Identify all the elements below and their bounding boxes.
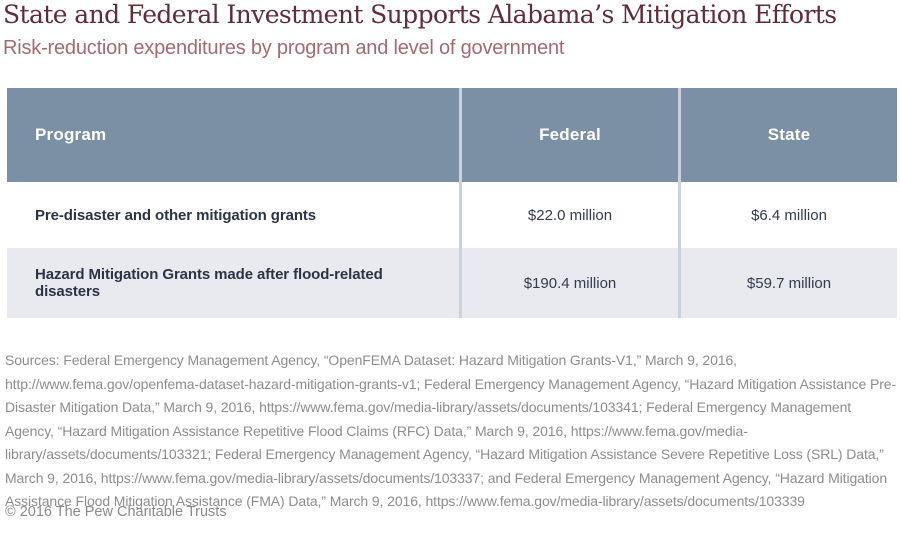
state-amount: $59.7 million: [746, 274, 832, 292]
federal-amount: $22.0 million: [527, 206, 613, 224]
column-header-program: Program: [7, 88, 459, 182]
table-row-2-state-cell: $59.7 million: [681, 248, 897, 318]
table-row-2-federal-cell: $190.4 million: [462, 248, 678, 318]
table-row-2-program-cell: Hazard Mitigation Grants made after floo…: [7, 248, 459, 318]
program-name: Pre-disaster and other mitigation grants: [35, 206, 317, 224]
expenditures-table: Program Federal State Pre-disaster and o…: [7, 88, 897, 318]
program-name: Hazard Mitigation Grants made after floo…: [35, 266, 383, 300]
sources-note: Sources: Federal Emergency Management Ag…: [5, 352, 897, 509]
column-header-federal: Federal: [462, 88, 678, 182]
federal-amount: $190.4 million: [523, 274, 617, 292]
column-header-state: State: [681, 88, 897, 182]
table-row-1-state-cell: $6.4 million: [681, 182, 897, 248]
table-row-1-federal-cell: $22.0 million: [462, 182, 678, 248]
table-row-1-program-cell: Pre-disaster and other mitigation grants: [7, 182, 459, 248]
figure-subtitle: Risk-reduction expenditures by program a…: [3, 37, 565, 59]
copyright-note: © 2016 The Pew Charitable Trusts: [5, 504, 227, 520]
state-amount: $6.4 million: [751, 206, 827, 224]
figure-title: State and Federal Investment Supports Al…: [3, 0, 837, 29]
